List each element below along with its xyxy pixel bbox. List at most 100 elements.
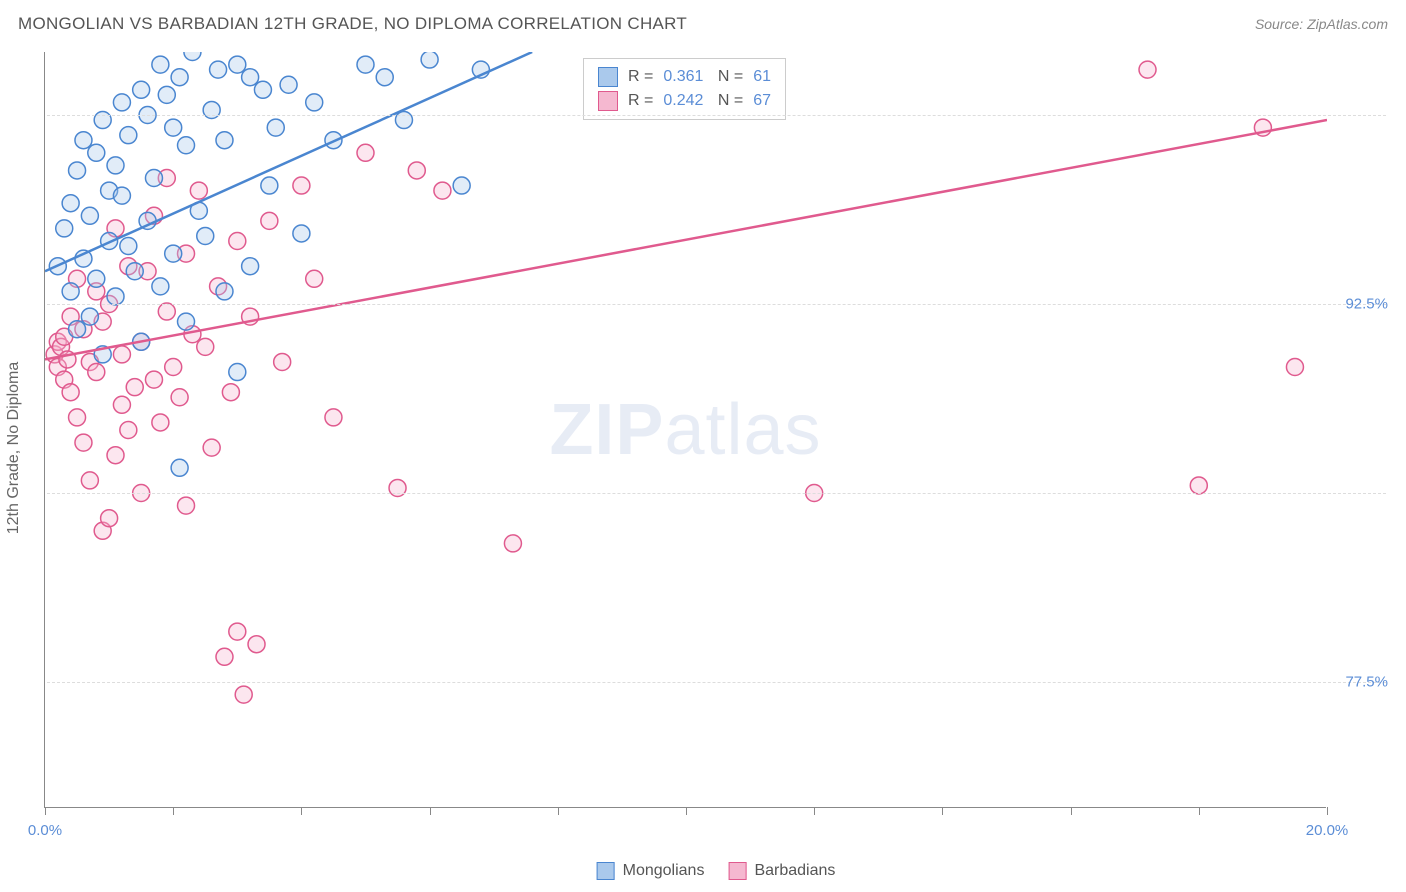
data-point bbox=[145, 371, 162, 388]
legend-swatch bbox=[598, 67, 618, 87]
x-tick bbox=[45, 807, 46, 815]
data-point bbox=[229, 56, 246, 73]
x-tick bbox=[1327, 807, 1328, 815]
data-point bbox=[120, 127, 137, 144]
data-point bbox=[107, 157, 124, 174]
data-point bbox=[145, 170, 162, 187]
data-point bbox=[113, 346, 130, 363]
data-point bbox=[306, 270, 323, 287]
data-point bbox=[178, 137, 195, 154]
data-point bbox=[210, 61, 227, 78]
stats-row: R =0.242 N =67 bbox=[598, 89, 771, 113]
data-point bbox=[306, 94, 323, 111]
data-point bbox=[235, 686, 252, 703]
x-tick bbox=[1071, 807, 1072, 815]
gridline bbox=[47, 493, 1386, 494]
data-point bbox=[88, 364, 105, 381]
data-point bbox=[120, 238, 137, 255]
legend-item: Barbadians bbox=[728, 862, 835, 880]
legend-swatch bbox=[597, 862, 615, 880]
data-point bbox=[254, 81, 271, 98]
x-tick bbox=[301, 807, 302, 815]
title-bar: MONGOLIAN VS BARBADIAN 12TH GRADE, NO DI… bbox=[0, 0, 1406, 44]
x-tick bbox=[558, 807, 559, 815]
data-point bbox=[113, 396, 130, 413]
source-attribution: Source: ZipAtlas.com bbox=[1255, 16, 1388, 32]
stat-n-value: 67 bbox=[753, 92, 771, 110]
data-point bbox=[152, 56, 169, 73]
x-tick-label: 0.0% bbox=[28, 822, 62, 839]
data-point bbox=[62, 283, 79, 300]
y-tick-label: 92.5% bbox=[1345, 296, 1388, 313]
data-point bbox=[421, 52, 438, 68]
x-tick-label: 20.0% bbox=[1306, 822, 1349, 839]
data-point bbox=[242, 69, 259, 86]
data-point bbox=[434, 182, 451, 199]
stats-row: R =0.361 N =61 bbox=[598, 65, 771, 89]
data-point bbox=[216, 283, 233, 300]
data-point bbox=[107, 288, 124, 305]
data-point bbox=[408, 162, 425, 179]
stat-r-label: R = bbox=[628, 92, 653, 110]
y-tick-label: 77.5% bbox=[1345, 674, 1388, 691]
data-point bbox=[197, 227, 214, 244]
data-point bbox=[293, 225, 310, 242]
x-tick bbox=[1199, 807, 1200, 815]
data-point bbox=[171, 459, 188, 476]
data-point bbox=[453, 177, 470, 194]
stat-n-value: 61 bbox=[753, 68, 771, 86]
data-point bbox=[261, 212, 278, 229]
x-tick bbox=[942, 807, 943, 815]
data-point bbox=[56, 220, 73, 237]
data-point bbox=[133, 81, 150, 98]
data-point bbox=[229, 623, 246, 640]
data-point bbox=[113, 187, 130, 204]
stats-legend-box: R =0.361 N =61R =0.242 N =67 bbox=[583, 58, 786, 120]
legend-item: Mongolians bbox=[597, 862, 705, 880]
data-point bbox=[152, 414, 169, 431]
plot-area: ZIPatlas R =0.361 N =61R =0.242 N =67 77… bbox=[44, 52, 1326, 808]
data-point bbox=[504, 535, 521, 552]
legend-swatch bbox=[728, 862, 746, 880]
data-point bbox=[178, 313, 195, 330]
data-point bbox=[197, 338, 214, 355]
data-point bbox=[101, 510, 118, 527]
data-point bbox=[1190, 477, 1207, 494]
data-point bbox=[120, 422, 137, 439]
y-axis-title: 12th Grade, No Diploma bbox=[5, 362, 23, 535]
data-point bbox=[75, 132, 92, 149]
data-point bbox=[190, 182, 207, 199]
data-point bbox=[280, 76, 297, 93]
data-point bbox=[274, 353, 291, 370]
data-point bbox=[216, 648, 233, 665]
data-point bbox=[165, 359, 182, 376]
data-point bbox=[248, 636, 265, 653]
chart-svg bbox=[45, 52, 1327, 808]
stat-r-value: 0.242 bbox=[663, 92, 703, 110]
data-point bbox=[171, 69, 188, 86]
data-point bbox=[81, 472, 98, 489]
data-point bbox=[88, 144, 105, 161]
data-point bbox=[81, 207, 98, 224]
data-point bbox=[171, 389, 188, 406]
stat-n-label: N = bbox=[713, 68, 743, 86]
data-point bbox=[222, 384, 239, 401]
x-tick bbox=[430, 807, 431, 815]
data-point bbox=[152, 278, 169, 295]
data-point bbox=[229, 233, 246, 250]
data-point bbox=[126, 263, 143, 280]
data-point bbox=[158, 86, 175, 103]
gridline bbox=[47, 115, 1386, 116]
data-point bbox=[293, 177, 310, 194]
data-point bbox=[165, 119, 182, 136]
data-point bbox=[1139, 61, 1156, 78]
data-point bbox=[69, 409, 86, 426]
data-point bbox=[113, 94, 130, 111]
gridline bbox=[47, 304, 1386, 305]
data-point bbox=[229, 364, 246, 381]
data-point bbox=[62, 384, 79, 401]
data-point bbox=[165, 245, 182, 262]
data-point bbox=[81, 308, 98, 325]
data-point bbox=[261, 177, 278, 194]
data-point bbox=[242, 258, 259, 275]
